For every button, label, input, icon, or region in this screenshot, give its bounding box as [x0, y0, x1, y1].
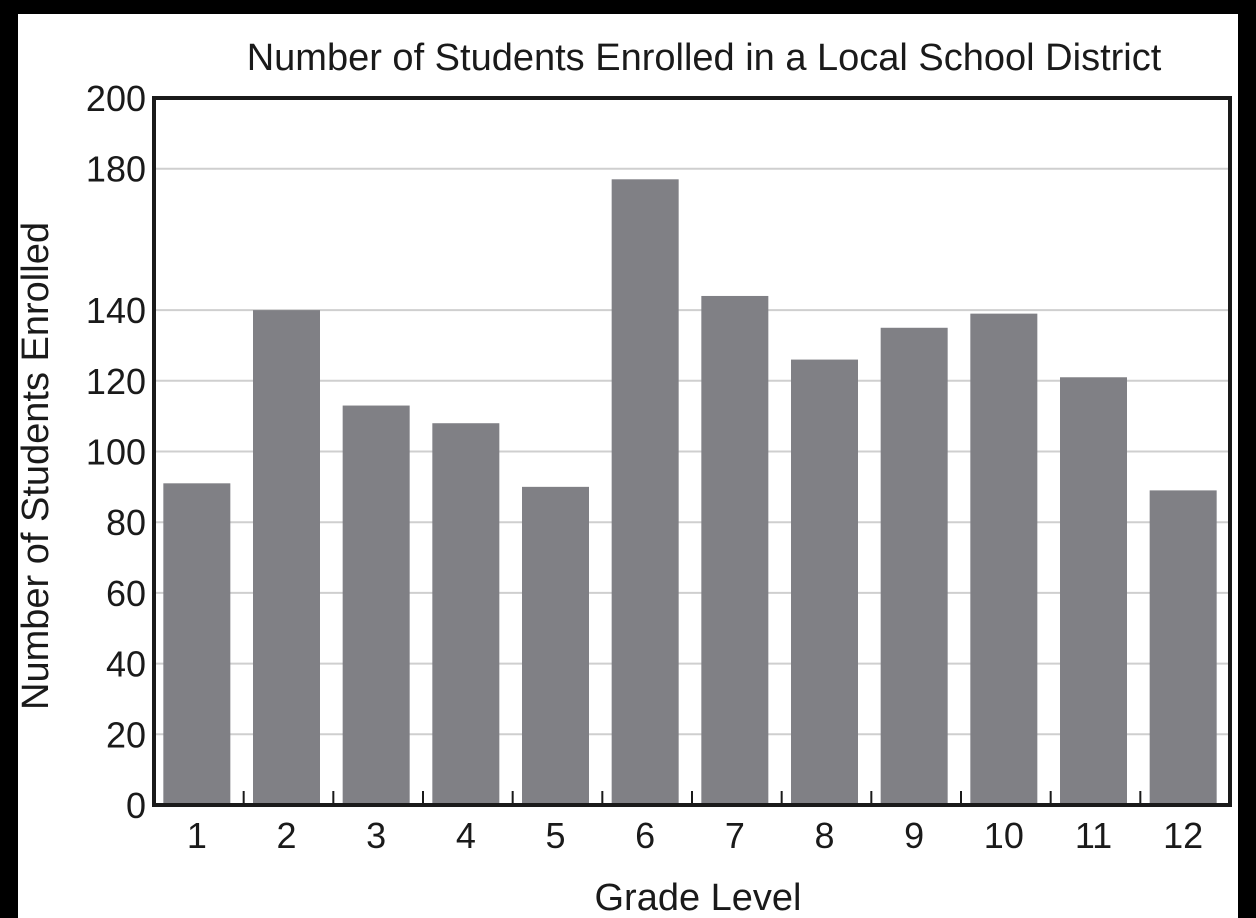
y-tick-label: 140 [86, 290, 146, 331]
bar [701, 295, 769, 805]
x-tick-label: 5 [545, 815, 565, 856]
x-axis-title: Grade Level [594, 877, 801, 918]
x-tick-label: 11 [1075, 815, 1112, 856]
y-tick-label: 80 [106, 502, 146, 543]
x-tick-label: 1 [187, 815, 207, 856]
bar [880, 327, 948, 805]
bar [522, 486, 589, 805]
bar [611, 179, 679, 805]
x-tick-label: 8 [814, 815, 834, 856]
x-tick-label: 10 [984, 815, 1024, 856]
x-tick-label: 4 [456, 815, 476, 856]
y-axis-ticks: 0 20 40 60 80 100 120 140 180 200 [86, 78, 146, 826]
x-tick-label: 7 [725, 815, 745, 856]
x-tick-label: 3 [366, 815, 386, 856]
bar [432, 423, 500, 805]
y-tick-label: 180 [86, 149, 146, 190]
bar [342, 405, 410, 805]
x-tick-label: 12 [1163, 815, 1203, 856]
bar [163, 483, 231, 805]
bars [163, 179, 1217, 805]
y-tick-label: 200 [86, 78, 146, 119]
gridlines [154, 167, 1230, 736]
bar [253, 310, 320, 805]
y-tick-label: 40 [106, 644, 146, 685]
chart-title: Number of Students Enrolled in a Local S… [247, 37, 1162, 79]
y-tick-label: 0 [126, 785, 146, 826]
bar [791, 359, 858, 805]
x-tick-label: 2 [276, 815, 296, 856]
y-tick-label: 120 [86, 361, 146, 402]
bar [1060, 377, 1127, 805]
y-tick-label: 60 [106, 573, 146, 614]
chart-container: Number of Students Enrolled in a Local S… [18, 14, 1238, 918]
y-axis-title: Number of Students Enrolled [18, 222, 57, 710]
bar [970, 313, 1038, 805]
y-tick-label: 20 [106, 714, 146, 755]
x-tick-label: 9 [904, 815, 924, 856]
x-tick-label: 6 [635, 815, 655, 856]
bar-chart: Number of Students Enrolled in a Local S… [18, 37, 1232, 918]
bar [1149, 490, 1217, 805]
x-axis-ticks: 1 2 3 4 5 6 7 8 9 10 11 12 [187, 791, 1231, 856]
y-tick-label: 100 [86, 432, 146, 473]
